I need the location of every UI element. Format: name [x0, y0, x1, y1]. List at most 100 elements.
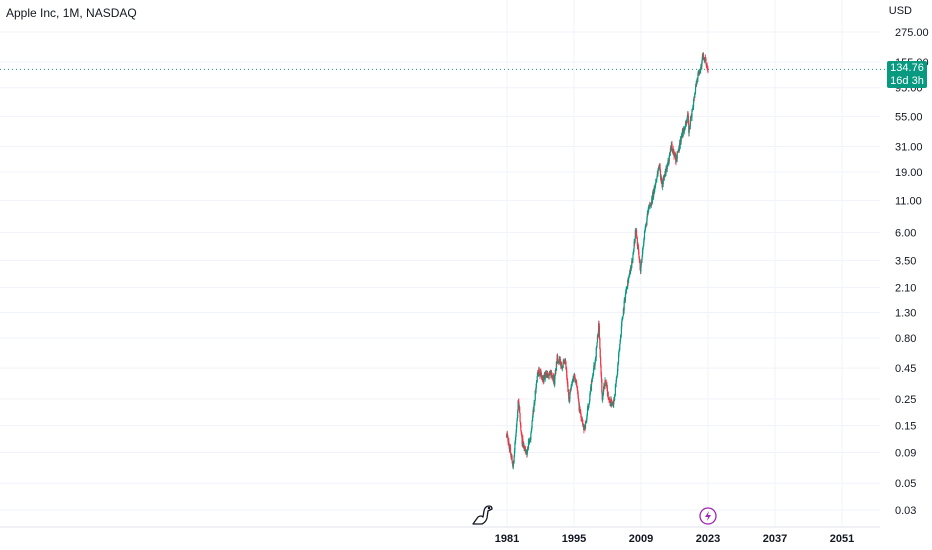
candle-body — [613, 399, 615, 405]
candle-body — [642, 245, 644, 248]
candle-body — [620, 326, 622, 335]
candle-body — [531, 421, 533, 428]
candle-body — [610, 399, 613, 405]
candle-body — [692, 99, 695, 108]
candle-body — [630, 267, 632, 269]
candle-body — [559, 358, 561, 362]
y-tick-label: 19.00 — [895, 167, 923, 179]
candle-body — [544, 373, 546, 380]
candle-body — [684, 121, 687, 127]
candle-body — [599, 337, 601, 350]
candle-body — [517, 410, 519, 418]
candle-body — [700, 66, 702, 71]
candle-body — [584, 421, 587, 429]
candle-body — [707, 67, 709, 73]
candle-body — [686, 122, 688, 124]
candle-body — [646, 217, 648, 226]
y-tick-label: 275.00 — [895, 27, 929, 39]
candle-body — [643, 241, 645, 246]
candle-body — [530, 431, 532, 434]
y-tick-label: 0.45 — [895, 363, 916, 375]
candle-body — [565, 361, 567, 369]
candle-body — [614, 384, 616, 395]
candle-body — [668, 155, 670, 162]
candle-body — [531, 427, 533, 432]
candle-body — [623, 300, 625, 311]
y-tick-label: 0.09 — [895, 447, 916, 459]
candle-body — [615, 380, 617, 384]
dinosaur-logo-icon[interactable] — [472, 505, 493, 525]
candle-body — [655, 182, 657, 186]
candle-body — [547, 373, 549, 375]
candle-body — [690, 116, 692, 120]
candle-body — [579, 406, 581, 411]
candle-body — [509, 447, 512, 454]
candle-body — [576, 387, 579, 391]
candle-body — [566, 370, 568, 378]
candle-body — [697, 73, 699, 79]
candle-body — [515, 424, 518, 432]
candle-body — [573, 375, 575, 380]
candle-body — [596, 342, 598, 347]
x-tick-label: 1981 — [495, 533, 519, 545]
candle-body — [519, 406, 521, 414]
price-axis[interactable]: 275.00155.0095.0055.0031.0019.0011.006.0… — [895, 27, 929, 517]
candle-body — [689, 119, 691, 126]
candle-body — [613, 395, 616, 401]
candle-body — [551, 372, 553, 378]
lightning-bolt-icon[interactable] — [699, 507, 717, 525]
candle-body — [538, 368, 540, 374]
candle-body — [539, 373, 541, 376]
candle-body — [606, 387, 609, 396]
candle-body — [577, 395, 579, 400]
candle-body — [578, 399, 580, 402]
candle-body — [568, 392, 570, 400]
candle-body — [530, 433, 532, 440]
candle-body — [651, 194, 654, 203]
candle-body — [548, 375, 550, 377]
candle-body — [527, 442, 530, 448]
candle-body — [513, 456, 515, 463]
currency-label[interactable]: USD — [888, 5, 912, 17]
candle-body — [615, 376, 618, 381]
candle-body — [520, 424, 522, 432]
candle-body — [598, 326, 601, 338]
candle-body — [582, 419, 584, 425]
candle-body — [600, 373, 603, 380]
candle-body — [640, 264, 642, 272]
candle-body — [629, 267, 632, 274]
candle-body — [639, 261, 641, 270]
candle-body — [580, 411, 582, 414]
y-tick-label: 3.50 — [895, 256, 916, 268]
candle-body — [611, 403, 613, 405]
y-tick-label: 0.15 — [895, 421, 916, 433]
bar-countdown: 16d 3h — [890, 75, 924, 87]
candle-body — [515, 431, 517, 437]
candle-body — [534, 390, 536, 401]
candle-body — [706, 64, 708, 68]
candle-body — [511, 456, 513, 462]
candle-body — [591, 377, 593, 382]
chart-grid — [0, 0, 880, 527]
x-tick-label: 2037 — [763, 533, 787, 545]
candle-body — [641, 256, 643, 260]
candle-body — [609, 398, 611, 403]
candle-body — [599, 349, 601, 358]
candle-body — [688, 128, 690, 133]
candle-body — [592, 370, 595, 376]
candle-body — [600, 357, 602, 366]
candle-body — [586, 414, 588, 418]
candle-body — [586, 409, 589, 415]
candle-body — [625, 290, 627, 295]
candle-body — [604, 379, 606, 387]
candle-body — [569, 392, 571, 399]
y-tick-label: 6.00 — [895, 227, 916, 239]
candle-body — [624, 294, 626, 301]
candle-body — [534, 400, 536, 404]
candle-body — [702, 53, 705, 60]
candle-body — [535, 387, 537, 393]
candle-body — [665, 167, 667, 174]
time-axis[interactable]: 1981 1995 2009 2023 2037 2051 — [495, 533, 854, 545]
candle-body — [640, 260, 642, 265]
